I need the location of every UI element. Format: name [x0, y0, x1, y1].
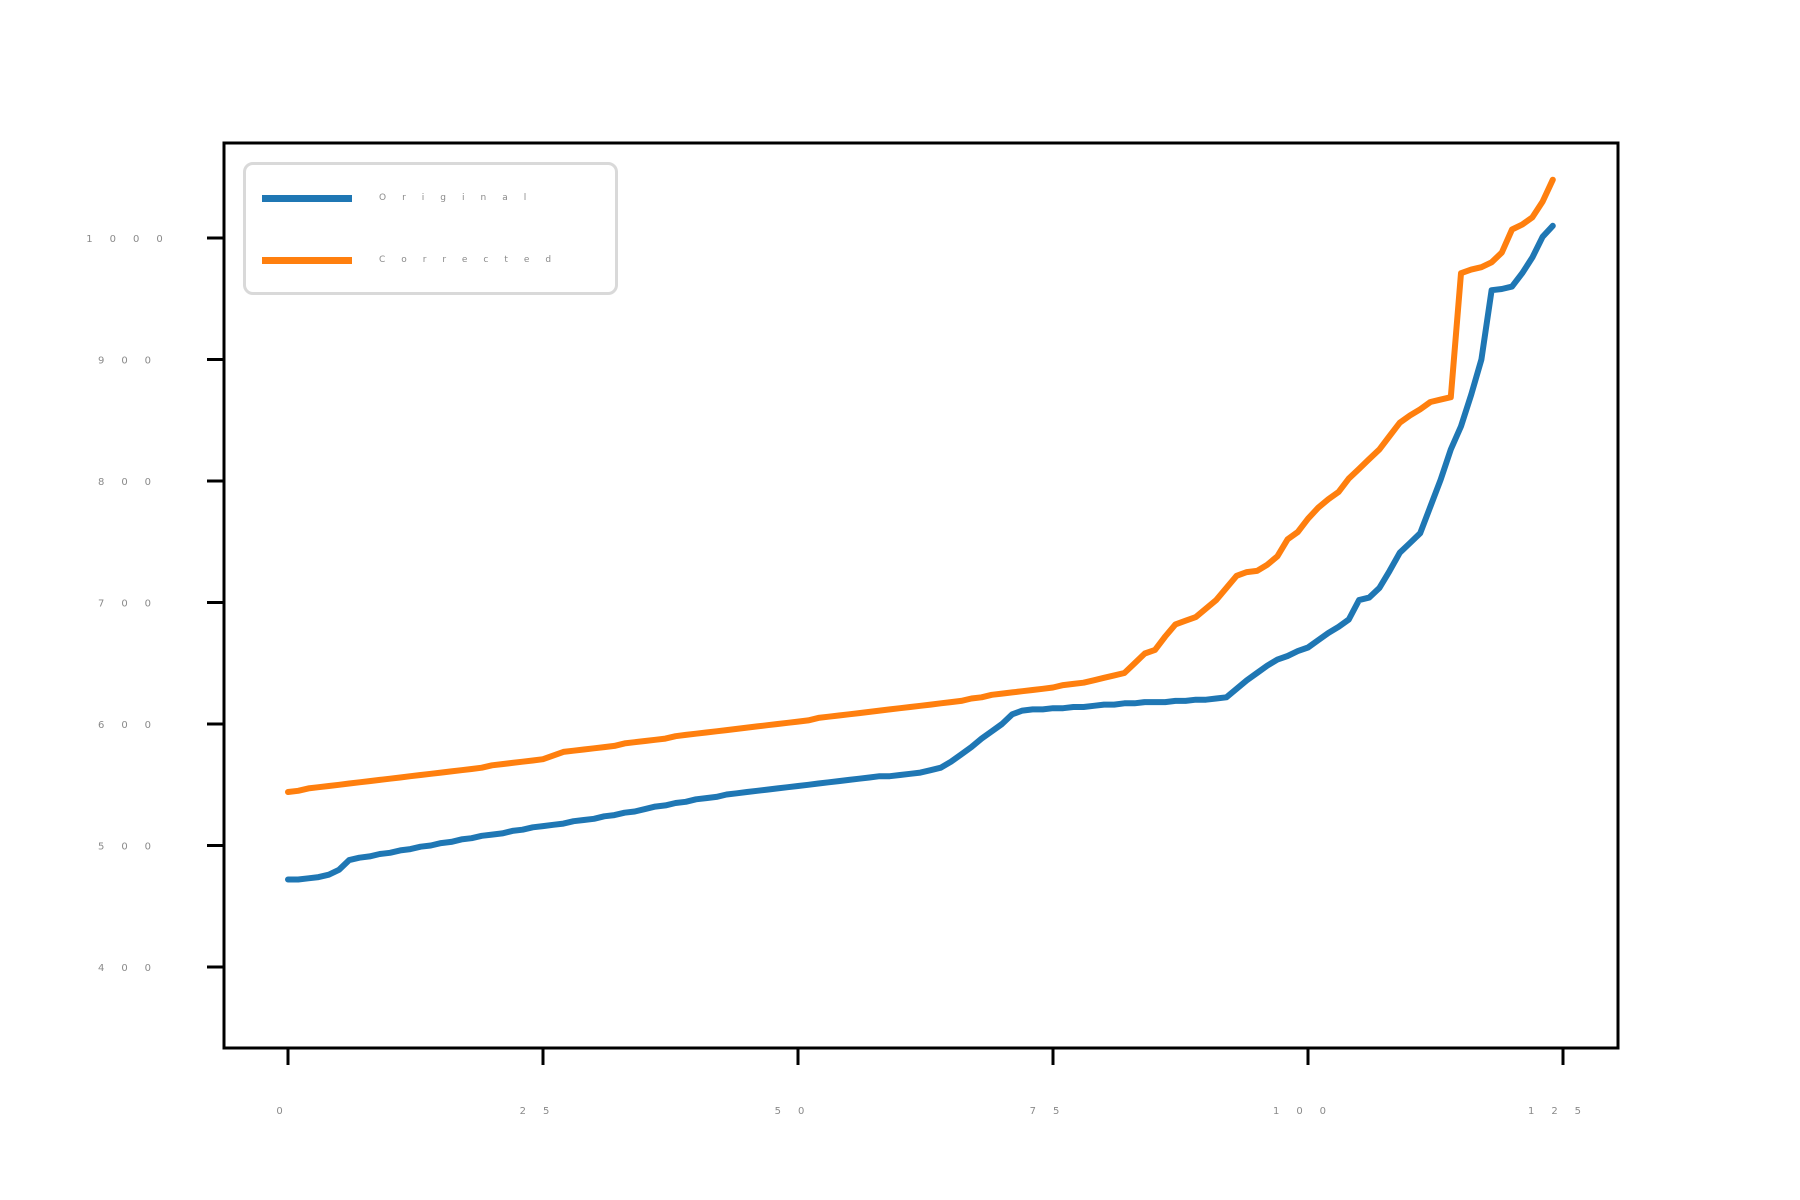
y-tick-label: 500	[98, 842, 168, 853]
y-tick-label: 900	[98, 356, 168, 367]
plot-area-border	[222, 141, 1620, 1050]
x-tick-label: 125	[1528, 1106, 1598, 1117]
series-line-corrected	[285, 176, 1556, 795]
x-tick-label: 25	[520, 1106, 567, 1117]
legend-swatch-corrected	[262, 257, 352, 264]
y-tick-label: 1000	[86, 234, 179, 245]
legend-swatch-original	[262, 195, 352, 202]
y-tick-label: 400	[98, 963, 168, 974]
legend: Original Corrected	[243, 162, 618, 295]
y-tick-label: 800	[98, 477, 168, 488]
y-tick-label: 600	[98, 720, 168, 731]
legend-label-original: Original	[379, 193, 543, 203]
legend-label-corrected: Corrected	[379, 255, 568, 265]
series-line-original	[285, 222, 1556, 883]
x-tick-label: 0	[276, 1106, 299, 1117]
x-tick-label: 50	[775, 1106, 822, 1117]
x-tick-label: 75	[1030, 1106, 1077, 1117]
y-tick-label: 700	[98, 599, 168, 610]
x-tick-label: 100	[1273, 1106, 1343, 1117]
